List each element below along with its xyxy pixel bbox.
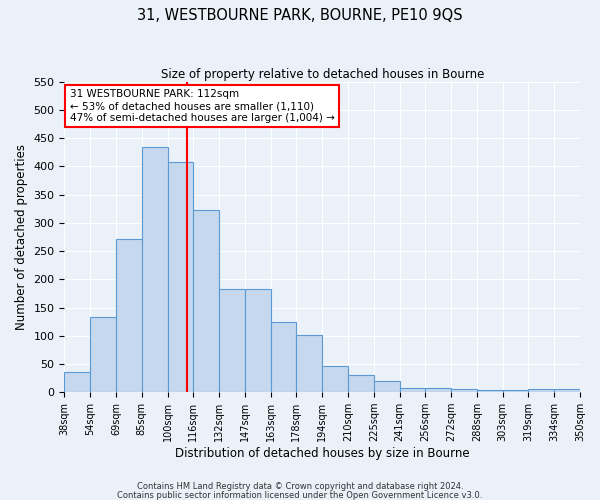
Bar xyxy=(451,390,477,392)
Bar xyxy=(90,317,116,392)
Text: 31, WESTBOURNE PARK, BOURNE, PE10 9QS: 31, WESTBOURNE PARK, BOURNE, PE10 9QS xyxy=(137,8,463,22)
Bar xyxy=(271,322,296,392)
Bar xyxy=(425,388,451,392)
Bar xyxy=(167,162,193,392)
Y-axis label: Number of detached properties: Number of detached properties xyxy=(15,144,28,330)
Text: Contains public sector information licensed under the Open Government Licence v3: Contains public sector information licen… xyxy=(118,490,482,500)
Bar xyxy=(219,290,245,392)
Bar xyxy=(348,376,374,392)
Bar xyxy=(142,146,167,392)
Bar xyxy=(64,372,90,392)
Bar xyxy=(477,390,503,392)
Text: Contains HM Land Registry data © Crown copyright and database right 2024.: Contains HM Land Registry data © Crown c… xyxy=(137,482,463,491)
Bar xyxy=(116,238,142,392)
Bar xyxy=(193,210,219,392)
Text: 31 WESTBOURNE PARK: 112sqm
← 53% of detached houses are smaller (1,110)
47% of s: 31 WESTBOURNE PARK: 112sqm ← 53% of deta… xyxy=(70,90,334,122)
Bar xyxy=(296,334,322,392)
Bar xyxy=(400,388,425,392)
Bar xyxy=(503,390,529,392)
Bar xyxy=(554,390,580,392)
X-axis label: Distribution of detached houses by size in Bourne: Distribution of detached houses by size … xyxy=(175,447,470,460)
Bar xyxy=(322,366,348,392)
Bar xyxy=(529,390,554,392)
Title: Size of property relative to detached houses in Bourne: Size of property relative to detached ho… xyxy=(161,68,484,80)
Bar xyxy=(374,381,400,392)
Bar xyxy=(245,290,271,392)
